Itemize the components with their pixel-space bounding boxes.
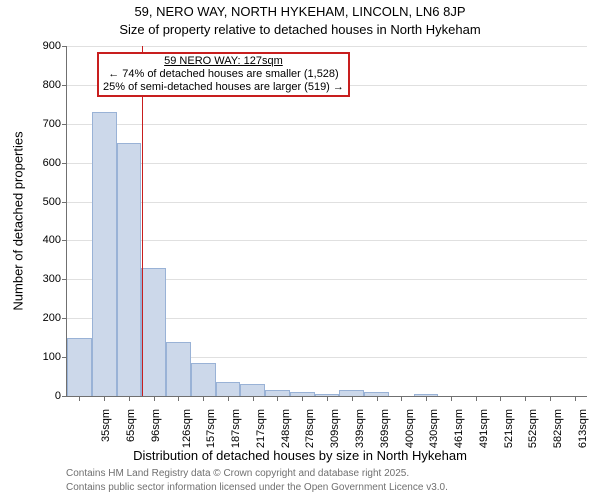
xtick-mark xyxy=(178,396,179,401)
chart-title-line1: 59, NERO WAY, NORTH HYKEHAM, LINCOLN, LN… xyxy=(0,4,600,19)
gridline xyxy=(67,46,587,47)
xtick-label: 248sqm xyxy=(280,409,292,448)
histogram-bar xyxy=(240,384,265,396)
xtick-label: 400sqm xyxy=(404,409,416,448)
property-marker-line xyxy=(142,46,143,396)
xtick-mark xyxy=(352,396,353,401)
gridline xyxy=(67,163,587,164)
xtick-label: 552sqm xyxy=(527,409,539,448)
xtick-mark xyxy=(302,396,303,401)
x-axis-label: Distribution of detached houses by size … xyxy=(0,448,600,463)
ytick-label: 100 xyxy=(43,351,67,363)
y-axis-label: Number of detached properties xyxy=(11,131,26,310)
xtick-mark xyxy=(154,396,155,401)
plot-area: 010020030040050060070080090035sqm65sqm96… xyxy=(66,46,587,397)
histogram-bar xyxy=(92,112,117,396)
xtick-label: 582sqm xyxy=(552,409,564,448)
ytick-label: 200 xyxy=(43,312,67,324)
annotation-line-1: 59 NERO WAY: 127sqm xyxy=(103,55,344,68)
gridline xyxy=(67,202,587,203)
xtick-label: 521sqm xyxy=(503,409,515,448)
xtick-label: 65sqm xyxy=(125,409,137,442)
xtick-mark xyxy=(377,396,378,401)
chart-title-line2: Size of property relative to detached ho… xyxy=(0,22,600,37)
histogram-bar xyxy=(141,268,166,396)
ytick-label: 500 xyxy=(43,196,67,208)
xtick-label: 187sqm xyxy=(230,409,242,448)
xtick-label: 613sqm xyxy=(577,409,589,448)
xtick-mark xyxy=(476,396,477,401)
gridline xyxy=(67,124,587,125)
histogram-bar xyxy=(216,382,241,396)
annotation-box: 59 NERO WAY: 127sqm← 74% of detached hou… xyxy=(97,52,350,97)
xtick-label: 217sqm xyxy=(255,409,267,448)
gridline xyxy=(67,240,587,241)
annotation-line-3: 25% of semi-detached houses are larger (… xyxy=(103,81,344,94)
xtick-mark xyxy=(228,396,229,401)
histogram-bar xyxy=(117,143,142,396)
ytick-label: 900 xyxy=(43,40,67,52)
footnote-line2: Contains public sector information licen… xyxy=(66,482,448,493)
xtick-label: 491sqm xyxy=(478,409,490,448)
xtick-mark xyxy=(575,396,576,401)
ytick-label: 700 xyxy=(43,118,67,130)
footnote-line1: Contains HM Land Registry data © Crown c… xyxy=(66,468,409,479)
xtick-mark xyxy=(401,396,402,401)
ytick-label: 400 xyxy=(43,234,67,246)
xtick-label: 157sqm xyxy=(206,409,218,448)
xtick-mark xyxy=(550,396,551,401)
ytick-label: 800 xyxy=(43,79,67,91)
xtick-label: 309sqm xyxy=(329,409,341,448)
annotation-line-2: ← 74% of detached houses are smaller (1,… xyxy=(103,68,344,81)
xtick-mark xyxy=(277,396,278,401)
xtick-label: 96sqm xyxy=(150,409,162,442)
xtick-label: 461sqm xyxy=(453,409,465,448)
ytick-label: 600 xyxy=(43,157,67,169)
xtick-label: 430sqm xyxy=(428,409,440,448)
xtick-label: 369sqm xyxy=(379,409,391,448)
xtick-mark xyxy=(500,396,501,401)
ytick-label: 0 xyxy=(55,390,67,402)
xtick-mark xyxy=(79,396,80,401)
xtick-mark xyxy=(426,396,427,401)
xtick-mark xyxy=(451,396,452,401)
chart-container: 59, NERO WAY, NORTH HYKEHAM, LINCOLN, LN… xyxy=(0,0,600,500)
xtick-mark xyxy=(327,396,328,401)
xtick-label: 126sqm xyxy=(181,409,193,448)
xtick-mark xyxy=(104,396,105,401)
xtick-label: 278sqm xyxy=(305,409,317,448)
xtick-mark xyxy=(129,396,130,401)
histogram-bar xyxy=(166,342,191,396)
xtick-mark xyxy=(203,396,204,401)
ytick-label: 300 xyxy=(43,273,67,285)
xtick-mark xyxy=(525,396,526,401)
histogram-bar xyxy=(67,338,92,396)
xtick-label: 35sqm xyxy=(100,409,112,442)
xtick-mark xyxy=(253,396,254,401)
xtick-label: 339sqm xyxy=(354,409,366,448)
histogram-bar xyxy=(191,363,216,396)
